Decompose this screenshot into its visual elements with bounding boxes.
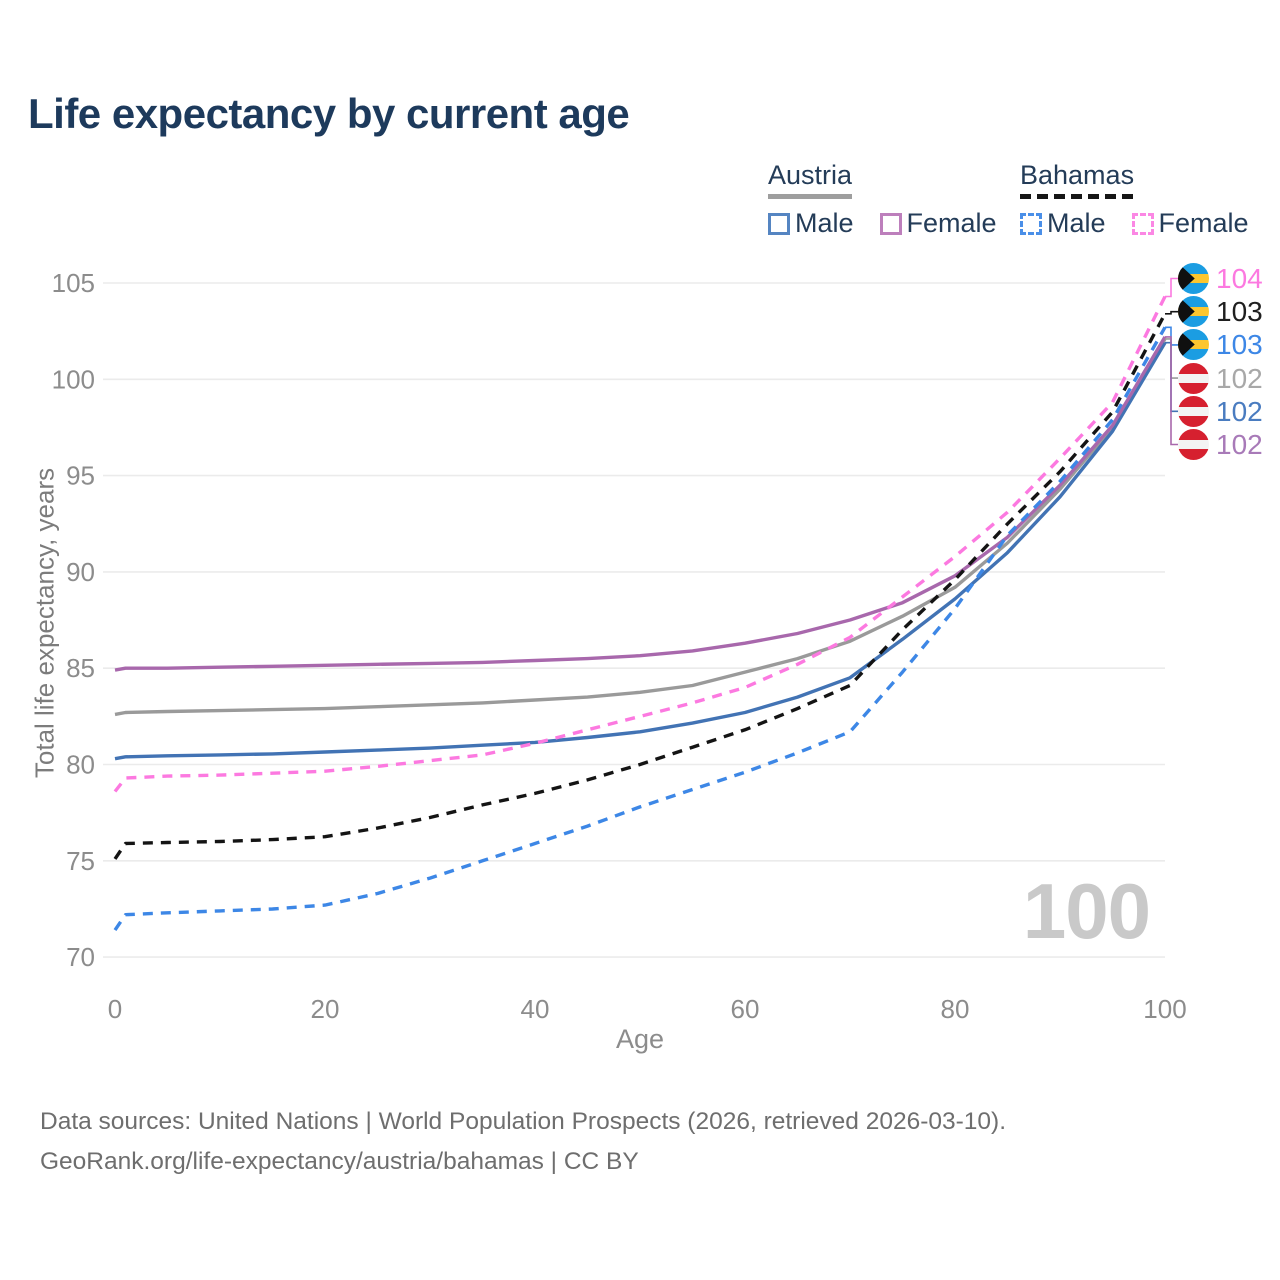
- y-tick-label: 100: [52, 364, 95, 394]
- x-tick-label: 0: [108, 994, 122, 1024]
- x-tick-label: 60: [731, 994, 760, 1024]
- austria-solid-line-swatch: [768, 194, 853, 199]
- line-chart: 70 75 80 85 90 95 100 105 0 20 40 60 80 100: [52, 268, 1187, 1024]
- series-line-austria[interactable]: [114, 338, 1167, 717]
- legend-country-bahamas[interactable]: Bahamas: [1020, 160, 1135, 199]
- y-tick-label: 85: [66, 653, 95, 683]
- end-label-value: 104: [1216, 262, 1263, 294]
- end-label-row: 104: [1178, 262, 1263, 295]
- end-label-row: 102: [1178, 428, 1263, 461]
- y-tick-label: 90: [66, 557, 95, 587]
- series-line-austria-female[interactable]: [114, 336, 1167, 672]
- end-label-value: 103: [1216, 295, 1263, 327]
- legend-country-austria[interactable]: Austria: [768, 160, 853, 199]
- bahamas-female-swatch-icon: [1131, 212, 1154, 235]
- bahamas-flag-icon: [1178, 296, 1209, 327]
- x-axis-title: Age: [615, 1024, 665, 1054]
- end-label-leader-line: [1165, 310, 1178, 315]
- bahamas-flag-icon: [1178, 263, 1209, 294]
- legend-country-austria-label: Austria: [768, 160, 853, 190]
- end-label-value: 102: [1216, 395, 1263, 427]
- end-label-leader-line: [1165, 277, 1178, 298]
- bahamas-dashed-line-swatch: [1020, 194, 1135, 199]
- age-counter-watermark: 100: [1022, 867, 1151, 955]
- legend-item-austria-male[interactable]: Male: [768, 208, 854, 239]
- austria-female-swatch-icon: [879, 212, 902, 235]
- series-line-bahamas[interactable]: [113, 312, 1167, 860]
- bahamas-flag-icon: [1178, 329, 1209, 360]
- austria-flag-icon: [1178, 396, 1209, 427]
- end-label-row: 103: [1178, 295, 1263, 328]
- series-line-bahamas-male[interactable]: [113, 326, 1167, 932]
- end-label-row: 102: [1178, 395, 1263, 428]
- end-label-value: 102: [1216, 362, 1263, 394]
- series-line-bahamas-female[interactable]: [113, 295, 1167, 793]
- end-label-value: 103: [1216, 328, 1263, 360]
- x-tick-label: 40: [521, 994, 550, 1024]
- y-tick-label: 95: [66, 461, 95, 491]
- legend-item-bahamas-female[interactable]: Female: [1131, 208, 1249, 239]
- y-tick-label: 70: [66, 942, 95, 972]
- series-line-austria-male[interactable]: [114, 341, 1167, 761]
- legend-label: Female: [906, 208, 997, 238]
- y-tick-label: 80: [66, 750, 95, 780]
- data-sources-note: Data sources: United Nations | World Pop…: [40, 1108, 1007, 1135]
- legend-item-bahamas-male[interactable]: Male: [1020, 208, 1106, 239]
- legend-group-bahamas: Bahamas Male Female: [1020, 160, 1249, 239]
- legend-country-bahamas-label: Bahamas: [1020, 160, 1135, 190]
- page-title: Life expectancy by current age: [28, 90, 630, 137]
- bahamas-male-swatch-icon: [1020, 212, 1042, 235]
- end-label-row: 103: [1178, 328, 1263, 361]
- legend-label: Male: [1047, 208, 1106, 238]
- y-tick-label: 105: [52, 268, 95, 298]
- austria-male-swatch-icon: [768, 212, 790, 235]
- y-tick-label: 75: [66, 846, 95, 876]
- x-tick-label: 20: [311, 994, 340, 1024]
- end-label-row: 102: [1178, 362, 1263, 395]
- legend-item-austria-female[interactable]: Female: [879, 208, 997, 239]
- legend-label: Male: [795, 208, 854, 238]
- legend-group-austria: Austria Male Female: [768, 160, 997, 239]
- x-tick-label: 80: [941, 994, 970, 1024]
- legend-label: Female: [1158, 208, 1249, 238]
- attribution-link[interactable]: GeoRank.org/life-expectancy/austria/baha…: [40, 1148, 639, 1175]
- end-label-leader-line: [1165, 336, 1178, 446]
- austria-flag-icon: [1178, 363, 1209, 394]
- y-axis-title: Total life expectancy, years: [29, 467, 60, 779]
- x-tick-label: 100: [1143, 994, 1186, 1024]
- end-label-value: 102: [1216, 428, 1263, 460]
- austria-flag-icon: [1178, 429, 1209, 460]
